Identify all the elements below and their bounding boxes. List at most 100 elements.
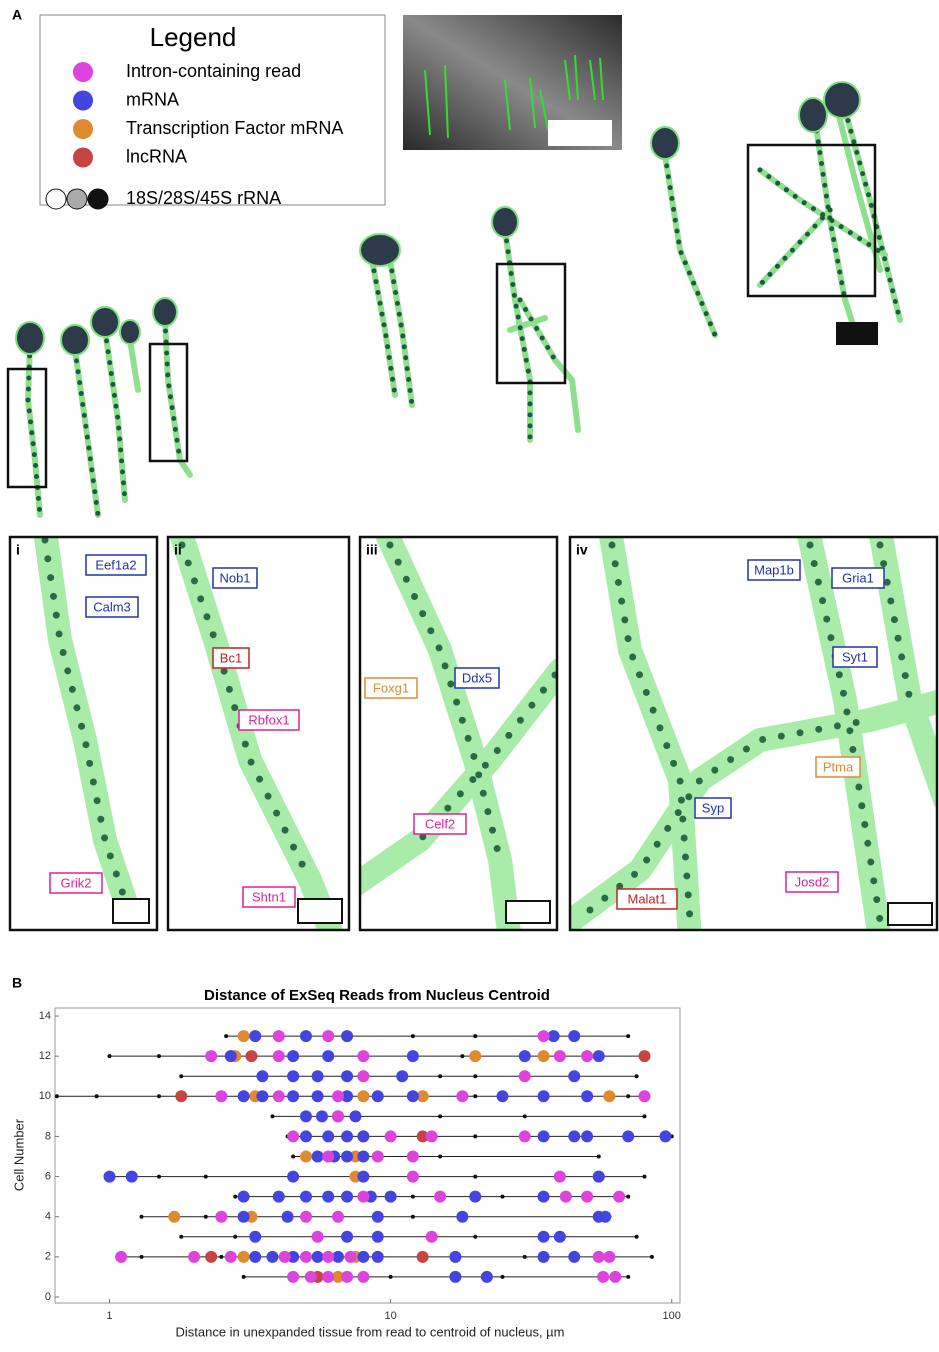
point — [273, 1191, 285, 1203]
point — [242, 1275, 246, 1279]
point — [287, 1050, 299, 1062]
point — [519, 1050, 531, 1062]
point — [599, 1211, 611, 1223]
point — [204, 1175, 208, 1179]
point — [597, 1155, 601, 1159]
point — [225, 1251, 237, 1263]
point — [245, 1050, 257, 1062]
legend-label: 18S/28S/45S rRNA — [126, 188, 281, 208]
point — [300, 1191, 312, 1203]
point — [473, 1175, 477, 1179]
point — [603, 1251, 615, 1263]
point — [188, 1251, 200, 1263]
point — [273, 1090, 285, 1102]
point — [322, 1050, 334, 1062]
x-axis-label: Distance in unexpanded tissue from read … — [175, 1324, 564, 1339]
gene-label: Eef1a2 — [95, 557, 136, 572]
y-tick-label: 14 — [39, 1010, 51, 1022]
gene-label: Calm3 — [93, 599, 131, 614]
point — [593, 1050, 605, 1062]
point — [341, 1231, 353, 1243]
point — [613, 1191, 625, 1203]
point — [322, 1030, 334, 1042]
y-tick-label: 12 — [39, 1050, 51, 1062]
gene-label: Ddx5 — [462, 670, 492, 685]
point — [291, 1155, 295, 1159]
point — [238, 1030, 250, 1042]
point — [205, 1251, 217, 1263]
point — [300, 1130, 312, 1142]
point — [581, 1090, 593, 1102]
y-tick-label: 4 — [45, 1211, 51, 1223]
point — [449, 1251, 461, 1263]
point — [157, 1175, 161, 1179]
point — [538, 1050, 550, 1062]
point — [225, 1050, 237, 1062]
legend-swatch — [73, 148, 93, 168]
point — [568, 1070, 580, 1082]
point — [523, 1114, 527, 1118]
point — [300, 1110, 312, 1122]
legend-swatch — [73, 91, 93, 111]
y-axis-label: Cell Number — [11, 1118, 26, 1191]
point — [238, 1191, 250, 1203]
legend: Legend Intron-containing readmRNATranscr… — [40, 15, 385, 209]
point — [266, 1251, 278, 1263]
point — [372, 1151, 384, 1163]
gene-label: Gria1 — [842, 570, 874, 585]
point — [322, 1151, 334, 1163]
point — [626, 1094, 630, 1098]
point — [215, 1090, 227, 1102]
point — [322, 1271, 334, 1283]
point — [438, 1155, 442, 1159]
point — [407, 1090, 419, 1102]
point — [322, 1251, 334, 1263]
x-tick-label: 1 — [106, 1310, 112, 1322]
inset-label: ii — [174, 542, 182, 558]
point — [538, 1030, 550, 1042]
point — [224, 1034, 228, 1038]
point — [593, 1251, 605, 1263]
y-tick-label: 2 — [45, 1251, 51, 1263]
point — [438, 1114, 442, 1118]
point — [538, 1191, 550, 1203]
gene-label: Bc1 — [220, 650, 242, 665]
point — [157, 1054, 161, 1058]
point — [473, 1094, 477, 1098]
x-tick-label: 10 — [384, 1310, 396, 1322]
point — [456, 1211, 468, 1223]
point — [538, 1090, 550, 1102]
point — [473, 1074, 477, 1078]
legend-label: Intron-containing read — [126, 61, 301, 81]
point — [357, 1070, 369, 1082]
gene-label: Shtn1 — [252, 889, 286, 904]
point — [568, 1030, 580, 1042]
point — [279, 1251, 291, 1263]
point — [238, 1251, 250, 1263]
point — [622, 1130, 634, 1142]
point — [282, 1211, 294, 1223]
point — [593, 1171, 605, 1183]
point — [341, 1191, 353, 1203]
point — [300, 1030, 312, 1042]
point — [385, 1191, 397, 1203]
point — [597, 1271, 609, 1283]
point — [568, 1130, 580, 1142]
panel-label: A — [12, 7, 22, 23]
legend-title: Legend — [150, 22, 237, 52]
point — [473, 1235, 477, 1239]
point — [449, 1271, 461, 1283]
point — [204, 1215, 208, 1219]
point — [300, 1251, 312, 1263]
point — [205, 1050, 217, 1062]
legend-label: mRNA — [126, 89, 179, 109]
point — [519, 1070, 531, 1082]
point — [411, 1034, 415, 1038]
point — [233, 1235, 237, 1239]
point — [95, 1094, 99, 1098]
point — [332, 1211, 344, 1223]
point — [372, 1231, 384, 1243]
point — [434, 1191, 446, 1203]
point — [55, 1094, 59, 1098]
point — [638, 1050, 650, 1062]
